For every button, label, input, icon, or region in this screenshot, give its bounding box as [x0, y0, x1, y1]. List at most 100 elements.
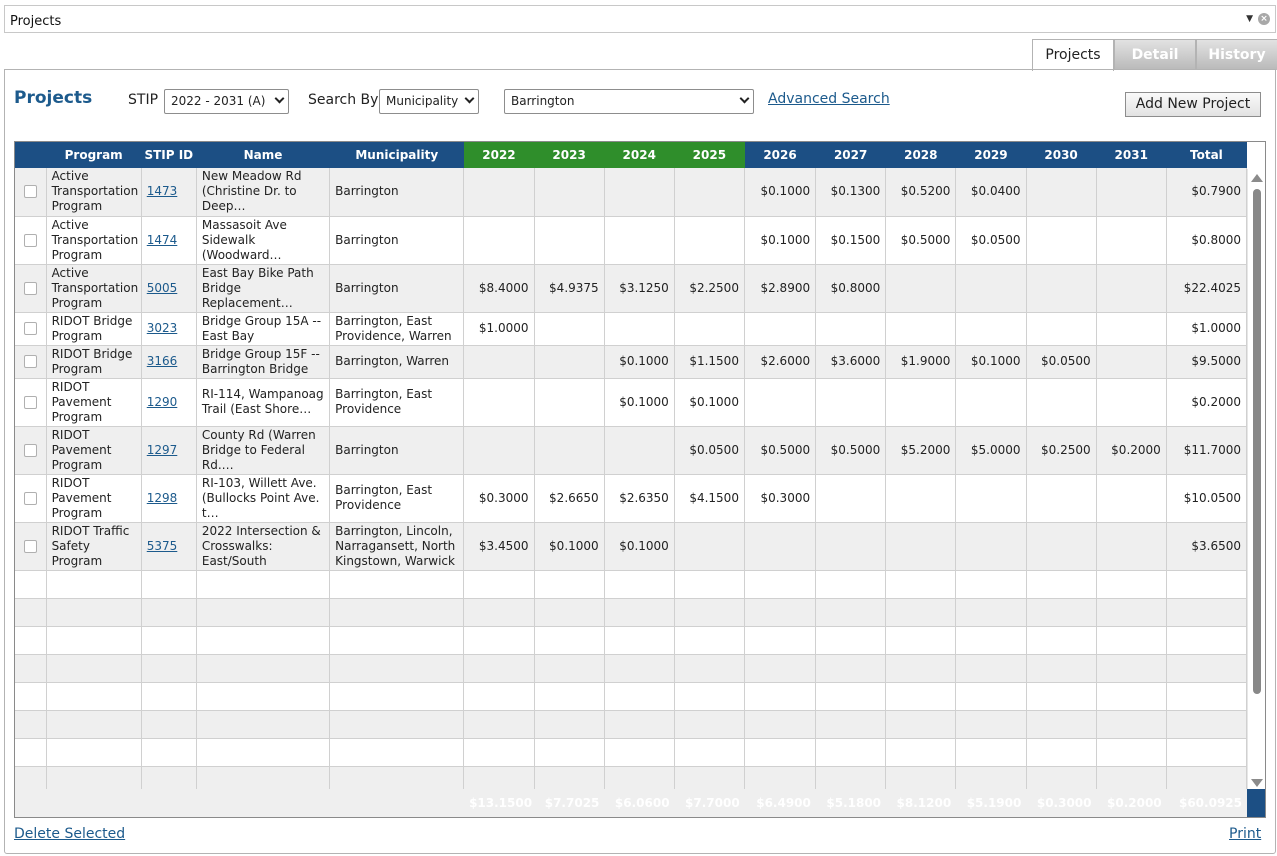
- column-header[interactable]: 2029: [955, 142, 1027, 168]
- column-header[interactable]: Municipality: [329, 142, 465, 168]
- row-select-cell: [15, 474, 47, 523]
- table-row[interactable]: RIDOT Bridge Program 3166 Bridge Group 15F…: [15, 345, 1248, 379]
- column-header[interactable]: 2031: [1096, 142, 1167, 168]
- row-checkbox[interactable]: [23, 443, 37, 457]
- empty-cell: [141, 626, 197, 655]
- year-amount-cell: $0.5000: [885, 216, 957, 265]
- vertical-scrollbar[interactable]: [1247, 169, 1265, 791]
- stip-id-link[interactable]: 5005: [146, 280, 178, 295]
- empty-cell: [196, 738, 331, 767]
- name-cell: New Meadow Rd (Christine Dr. to Deep…: [196, 168, 331, 217]
- add-new-project-button[interactable]: Add New Project: [1125, 92, 1261, 117]
- column-header[interactable]: 2024: [604, 142, 675, 168]
- scroll-down-icon[interactable]: [1251, 779, 1263, 787]
- year-amount-cell: [534, 216, 605, 265]
- empty-cell: [15, 570, 47, 599]
- column-header[interactable]: 2023: [534, 142, 605, 168]
- column-header[interactable]: 2026: [744, 142, 817, 168]
- advanced-search-link[interactable]: Advanced Search: [768, 91, 890, 107]
- row-checkbox[interactable]: [23, 281, 37, 295]
- stip-id-link[interactable]: 3023: [146, 321, 178, 335]
- year-amount-cell: $0.1000: [955, 345, 1027, 379]
- stip-id-link[interactable]: 1474: [146, 232, 178, 247]
- chevron-down-icon[interactable]: ▼: [1246, 14, 1253, 24]
- empty-cell: [46, 710, 142, 739]
- column-header[interactable]: STIP ID: [141, 142, 197, 168]
- tab-projects[interactable]: Projects: [1032, 39, 1114, 71]
- row-checkbox[interactable]: [23, 395, 37, 409]
- total-cell: $0.2000: [1166, 378, 1248, 427]
- stip-id-link[interactable]: 1473: [146, 184, 178, 199]
- year-amount-cell: [1096, 312, 1167, 346]
- empty-cell: [1096, 710, 1167, 739]
- municipality-cell: Barrington, East Providence, Warren: [329, 312, 465, 346]
- row-checkbox[interactable]: [23, 539, 37, 553]
- empty-cell: [885, 626, 957, 655]
- table-row[interactable]: RIDOT Bridge Program 3023 Bridge Group 15A…: [15, 312, 1248, 346]
- column-header[interactable]: 2025: [674, 142, 745, 168]
- year-amount-cell: [1096, 345, 1167, 379]
- total-cell: $9.5000: [1166, 345, 1248, 379]
- row-checkbox[interactable]: [23, 355, 37, 368]
- column-header[interactable]: 2028: [885, 142, 957, 168]
- year-amount-cell: [534, 312, 605, 346]
- table-row[interactable]: Active Transportation Program 1473 New Mea…: [15, 168, 1248, 217]
- program-cell: Active Transportation Program: [46, 168, 142, 217]
- column-header[interactable]: 2027: [815, 142, 887, 168]
- table-row[interactable]: RIDOT Pavement Program 1298 RI-103, Willet…: [15, 474, 1248, 523]
- tab-detail[interactable]: Detail: [1114, 39, 1196, 70]
- stip-id-link[interactable]: 1297: [146, 442, 178, 457]
- stip-id-link[interactable]: 1298: [146, 490, 178, 505]
- row-checkbox[interactable]: [23, 185, 37, 199]
- search-by-select[interactable]: Municipality: [379, 89, 479, 114]
- project-selector[interactable]: Projects ▼ ×: [4, 5, 1276, 33]
- empty-cell: [463, 626, 535, 655]
- row-checkbox[interactable]: [23, 491, 37, 505]
- chevron-down-icon: [274, 93, 285, 104]
- table-row[interactable]: RIDOT Pavement Program 1290 RI-114, Wampan…: [15, 378, 1248, 427]
- table-row[interactable]: RIDOT Pavement Program 1297 County Rd (War…: [15, 426, 1248, 475]
- scroll-up-icon[interactable]: [1251, 174, 1263, 182]
- year-amount-cell: $0.5000: [744, 426, 817, 475]
- empty-row: [15, 598, 1248, 627]
- table-row[interactable]: RIDOT Traffic Safety Program 5375 2022 Int…: [15, 522, 1248, 571]
- municipality-select[interactable]: Barrington: [504, 89, 754, 114]
- year-amount-cell: $3.4500: [463, 522, 535, 571]
- empty-cell: [885, 682, 957, 711]
- empty-cell: [885, 710, 957, 739]
- stip-id-cell: 3166: [141, 345, 197, 379]
- empty-cell: [604, 570, 675, 599]
- row-checkbox[interactable]: [23, 322, 37, 335]
- stip-select[interactable]: 2022 - 2031 (A): [164, 89, 289, 114]
- row-checkbox[interactable]: [23, 233, 37, 247]
- table-row[interactable]: Active Transportation Program 5005 East Ba…: [15, 264, 1248, 313]
- tab-history[interactable]: History: [1196, 39, 1277, 70]
- column-header[interactable]: 2030: [1026, 142, 1097, 168]
- delete-selected-link[interactable]: Delete Selected: [14, 826, 126, 842]
- year-amount-cell: $0.1000: [604, 378, 675, 427]
- column-header[interactable]: Name: [196, 142, 331, 168]
- selector-title: Projects: [10, 14, 62, 29]
- stip-id-link[interactable]: 1290: [146, 394, 178, 409]
- scrollbar-thumb[interactable]: [1253, 189, 1261, 694]
- clear-icon[interactable]: ×: [1258, 13, 1270, 25]
- column-header[interactable]: 2022: [463, 142, 535, 168]
- table-row[interactable]: Active Transportation Program 1474 Massaso…: [15, 216, 1248, 265]
- year-amount-cell: [674, 168, 745, 217]
- municipality-cell: Barrington: [329, 216, 465, 265]
- empty-cell: [1166, 626, 1248, 655]
- row-select-cell: [15, 345, 47, 379]
- empty-cell: [744, 570, 817, 599]
- row-select-cell: [15, 378, 47, 427]
- column-header[interactable]: Program: [46, 142, 142, 168]
- column-header[interactable]: Total: [1166, 142, 1248, 168]
- year-amount-cell: [885, 312, 957, 346]
- stip-id-cell: 1290: [141, 378, 197, 427]
- print-link[interactable]: Print: [1229, 826, 1262, 842]
- row-select-cell: [15, 264, 47, 313]
- stip-id-link[interactable]: 3166: [146, 354, 178, 368]
- year-total-cell: $13.1500: [464, 789, 535, 817]
- chevron-down-icon: [464, 93, 475, 104]
- total-cell: $0.7900: [1166, 168, 1248, 217]
- stip-id-link[interactable]: 5375: [146, 538, 178, 553]
